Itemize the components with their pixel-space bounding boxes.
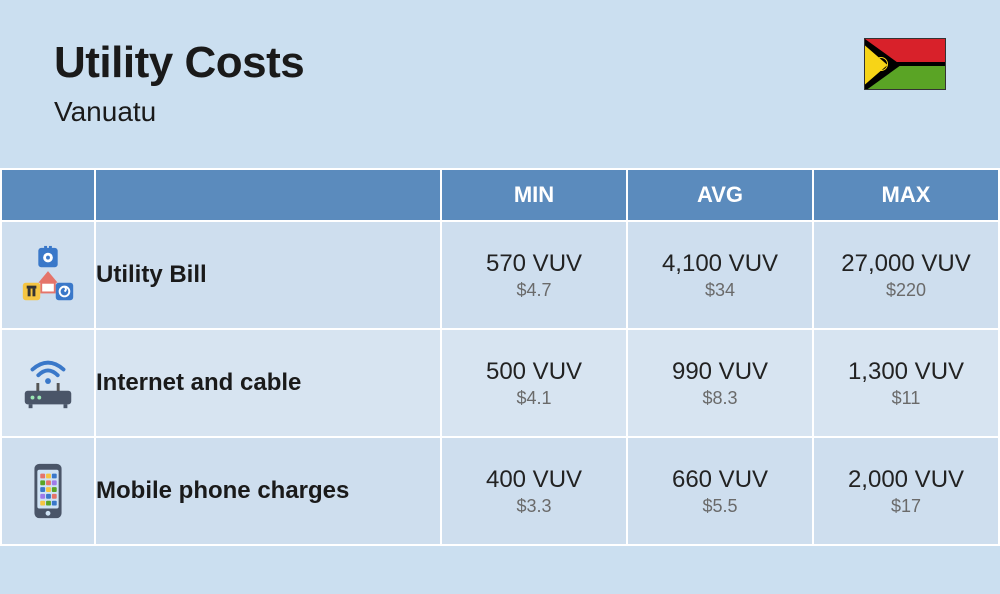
flag-vanuatu-icon <box>864 38 946 90</box>
row-label: Utility Bill <box>96 261 440 289</box>
cell-avg: 660 VUV $5.5 <box>627 437 813 545</box>
table-header-min: MIN <box>441 169 627 221</box>
value-primary: 2,000 VUV <box>814 466 998 494</box>
icon-cell <box>1 329 95 437</box>
value-primary: 27,000 VUV <box>814 250 998 278</box>
value-primary: 660 VUV <box>628 466 812 494</box>
value-secondary: $8.3 <box>628 388 812 409</box>
table-header-blank-label <box>95 169 441 221</box>
page-subtitle: Vanuatu <box>54 96 304 128</box>
value-primary: 570 VUV <box>442 250 626 278</box>
phone-icon <box>17 460 79 522</box>
value-secondary: $3.3 <box>442 496 626 517</box>
row-label-cell: Utility Bill <box>95 221 441 329</box>
table-row: Mobile phone charges 400 VUV $3.3 660 VU… <box>1 437 999 545</box>
cell-max: 1,300 VUV $11 <box>813 329 999 437</box>
cell-min: 570 VUV $4.7 <box>441 221 627 329</box>
table-row: Internet and cable 500 VUV $4.1 990 VUV … <box>1 329 999 437</box>
table-header-max: MAX <box>813 169 999 221</box>
value-secondary: $4.7 <box>442 280 626 301</box>
router-icon <box>17 352 79 414</box>
icon-cell <box>1 221 95 329</box>
cell-min: 500 VUV $4.1 <box>441 329 627 437</box>
header: Utility Costs Vanuatu <box>0 0 1000 168</box>
value-secondary: $17 <box>814 496 998 517</box>
cell-max: 2,000 VUV $17 <box>813 437 999 545</box>
row-label-cell: Internet and cable <box>95 329 441 437</box>
value-primary: 500 VUV <box>442 358 626 386</box>
table-row: Utility Bill 570 VUV $4.7 4,100 VUV $34 … <box>1 221 999 329</box>
value-secondary: $220 <box>814 280 998 301</box>
cell-max: 27,000 VUV $220 <box>813 221 999 329</box>
table-header-row: MIN AVG MAX <box>1 169 999 221</box>
cost-table: MIN AVG MAX <box>0 168 1000 546</box>
cell-min: 400 VUV $3.3 <box>441 437 627 545</box>
value-primary: 1,300 VUV <box>814 358 998 386</box>
value-primary: 4,100 VUV <box>628 250 812 278</box>
value-primary: 990 VUV <box>628 358 812 386</box>
cell-avg: 990 VUV $8.3 <box>627 329 813 437</box>
row-label: Mobile phone charges <box>96 477 440 505</box>
value-secondary: $4.1 <box>442 388 626 409</box>
row-label: Internet and cable <box>96 369 440 397</box>
cell-avg: 4,100 VUV $34 <box>627 221 813 329</box>
table-header-blank-icon <box>1 169 95 221</box>
value-primary: 400 VUV <box>442 466 626 494</box>
table-header-avg: AVG <box>627 169 813 221</box>
value-secondary: $11 <box>814 388 998 409</box>
title-block: Utility Costs Vanuatu <box>54 38 304 128</box>
icon-cell <box>1 437 95 545</box>
utility-icon <box>17 244 79 306</box>
value-secondary: $34 <box>628 280 812 301</box>
value-secondary: $5.5 <box>628 496 812 517</box>
page-title: Utility Costs <box>54 38 304 88</box>
row-label-cell: Mobile phone charges <box>95 437 441 545</box>
